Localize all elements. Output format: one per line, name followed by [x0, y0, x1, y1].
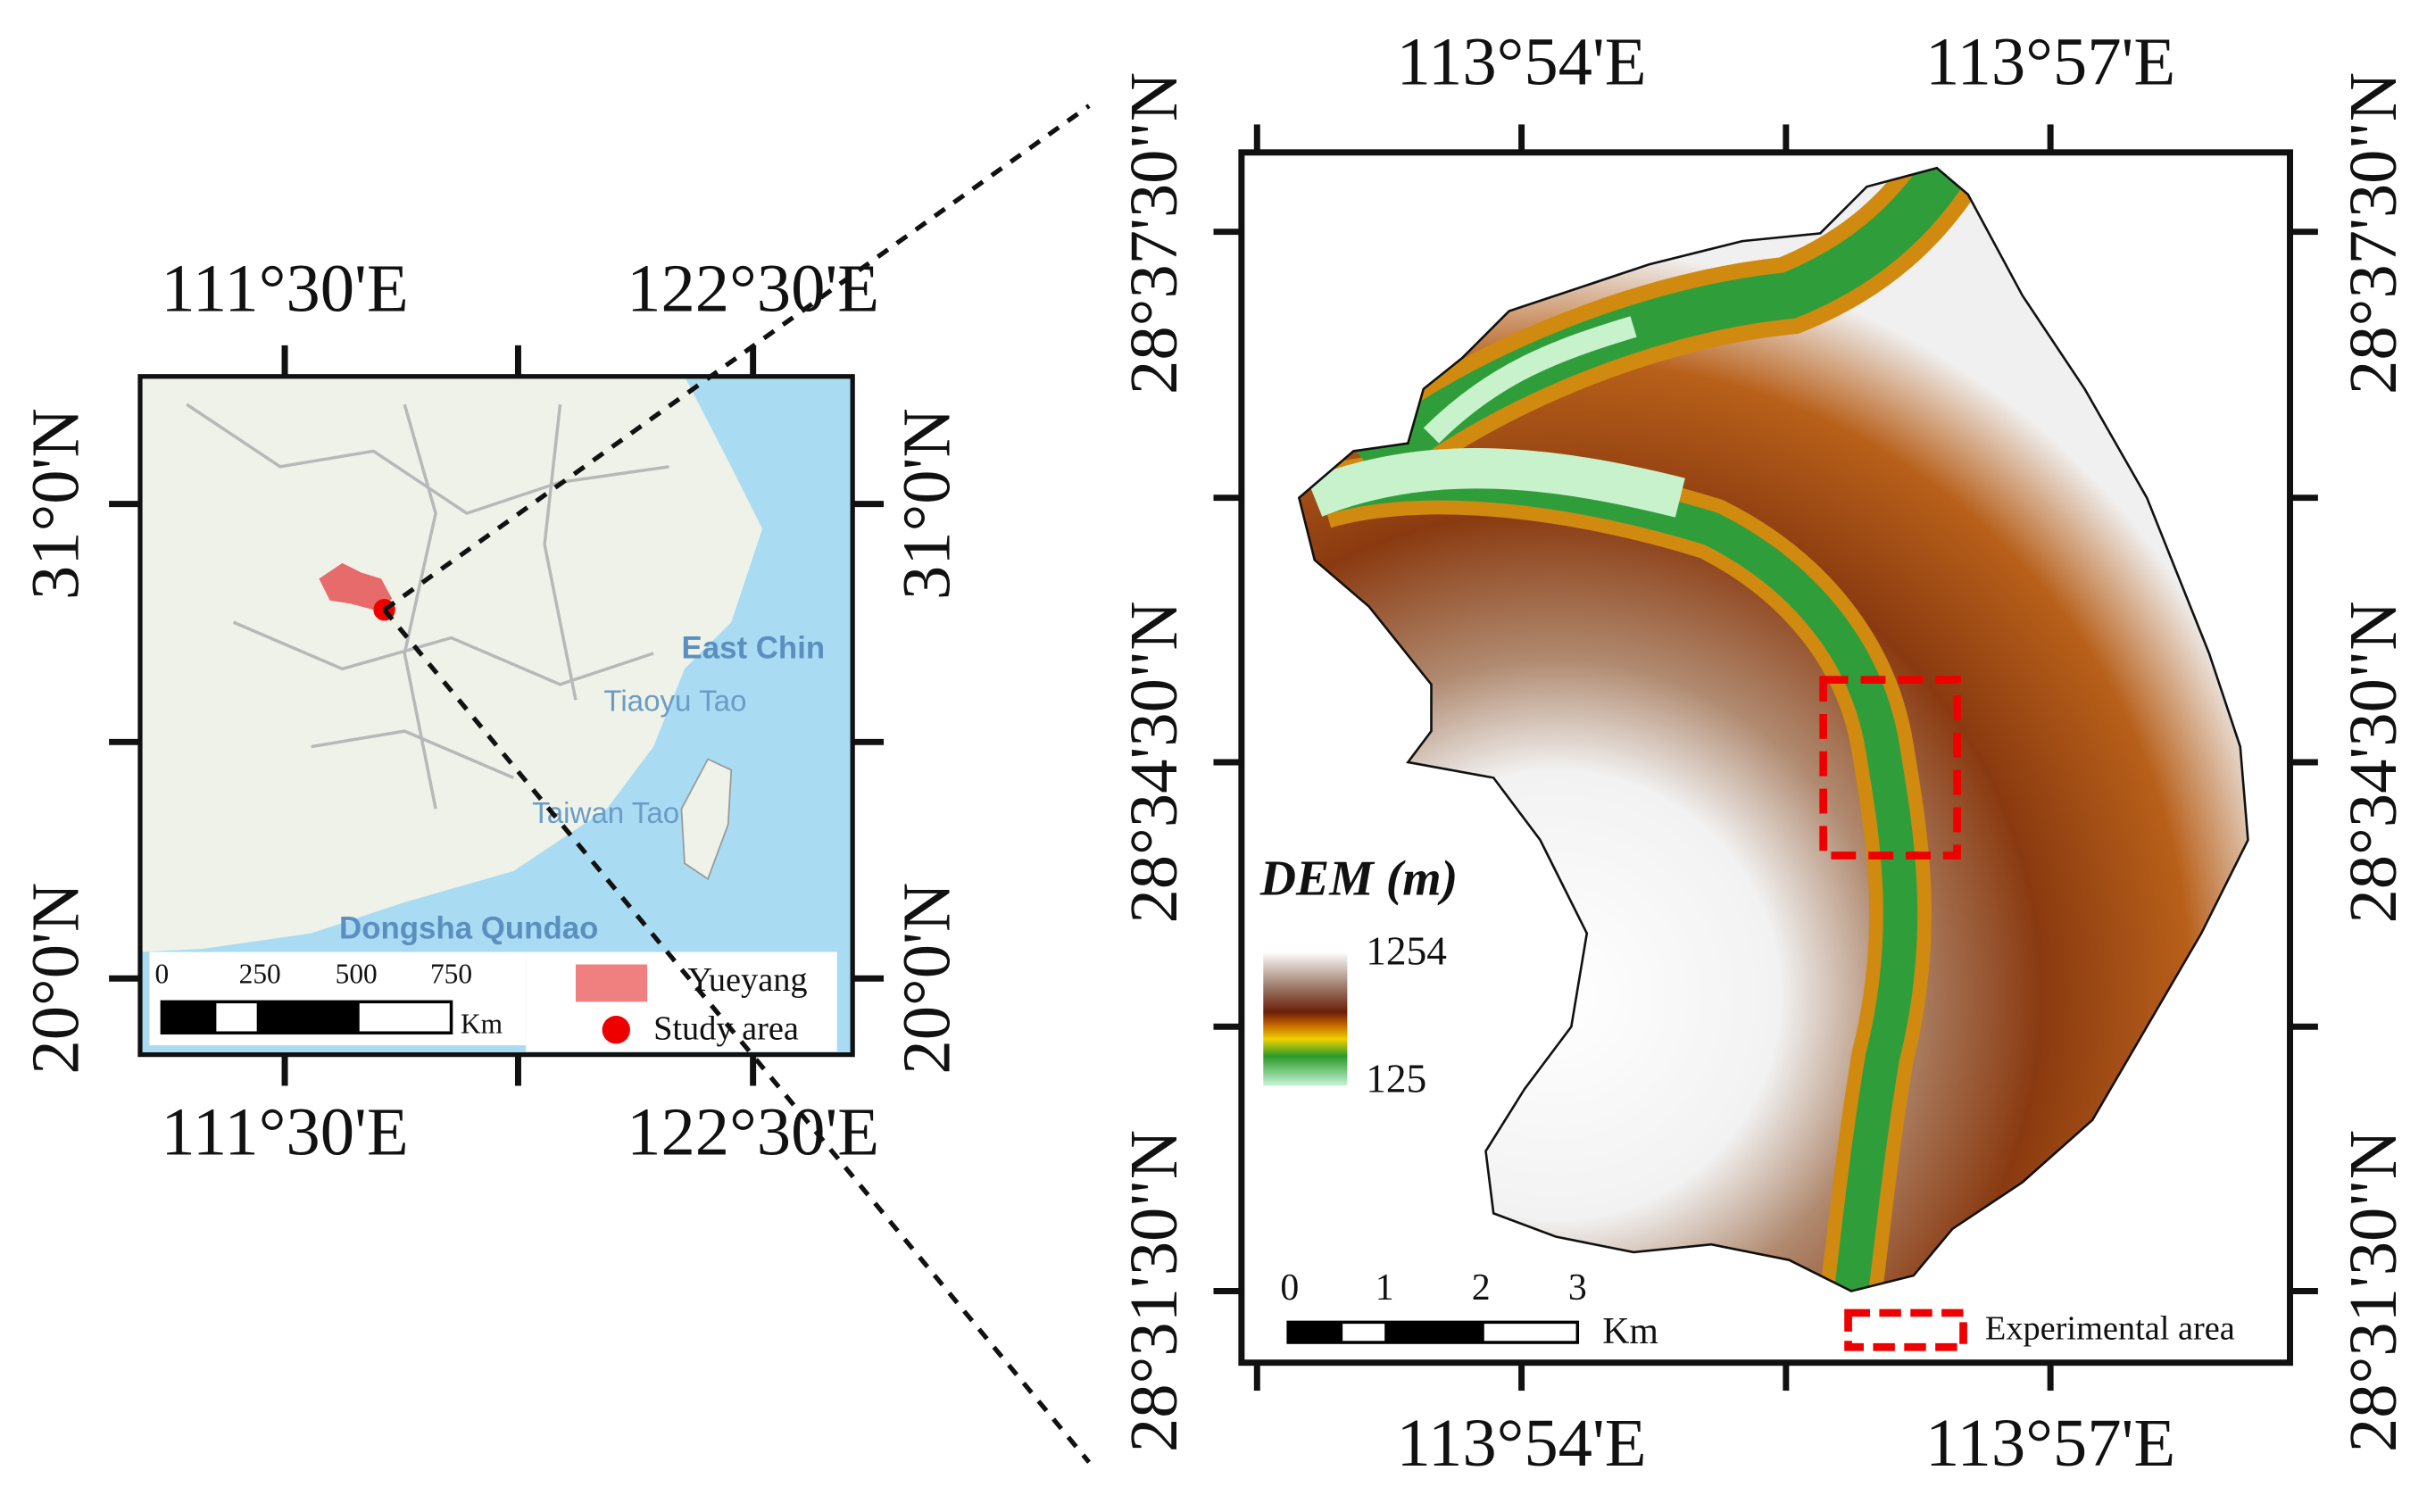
scale-seg — [256, 1001, 360, 1034]
legend-label: Experimental area — [1985, 1310, 2235, 1348]
lon-label: 111°30'E — [161, 251, 408, 327]
scale-tick: 250 — [239, 959, 281, 990]
lat-label: 28°37'30"N — [1116, 72, 1192, 395]
lat-label: 20°0'N — [17, 883, 93, 1075]
connector — [382, 608, 1092, 1464]
valley-floor — [1307, 448, 1685, 518]
place-label: Dongsha Qundao — [339, 910, 598, 945]
ticks — [1213, 124, 2318, 1392]
lon-label: 122°30'E — [627, 1093, 879, 1169]
frame — [137, 374, 855, 1058]
scale-seg — [1384, 1322, 1484, 1343]
legend-label: Study area — [653, 1009, 799, 1047]
lon-label: 122°30'E — [627, 251, 879, 327]
ticks — [109, 345, 885, 1086]
lat-label: 31°0'N — [888, 408, 964, 600]
place-label: Tiaoyu Tao — [603, 685, 746, 718]
legend-label: Yueyang — [687, 961, 807, 999]
scale-tick: 1 — [1376, 1267, 1394, 1308]
scale-tick: 2 — [1472, 1267, 1491, 1308]
legend: Experimental area — [1844, 1308, 2235, 1351]
place-label: East Chin — [681, 631, 825, 666]
scale-seg — [1288, 1322, 1343, 1343]
legend-title: DEM (m) — [1259, 852, 1458, 907]
scale-tick: 0 — [155, 959, 170, 990]
lat-label: 20°0'N — [888, 883, 964, 1075]
base-map: East Chin Tiaoyu Tao Taiwan Tao Dongsha … — [139, 376, 853, 1055]
legend-min: 125 — [1366, 1056, 1426, 1101]
legend: Yueyang Study area — [526, 951, 837, 1052]
lat-label: 28°34'30"N — [1116, 601, 1192, 923]
scale-tick: 0 — [1280, 1267, 1299, 1308]
scale-bar: 0 1 2 3 Km — [1280, 1267, 1658, 1352]
scale-seg — [162, 1001, 217, 1034]
lon-label: 113°57'E — [1925, 23, 2175, 99]
lat-label: 28°37'30"N — [2335, 72, 2411, 395]
valley-floor — [1423, 316, 1637, 444]
yueyang-region — [319, 562, 393, 611]
connector — [383, 104, 1091, 612]
lat-label: 31°0'N — [17, 408, 93, 600]
boundaries — [186, 403, 669, 810]
lon-label: 111°30'E — [161, 1093, 408, 1169]
lat-label: 28°34'30"N — [2335, 601, 2411, 923]
legend-max: 1254 — [1366, 928, 1447, 973]
place-label: Taiwan Tao — [532, 797, 679, 830]
scale-bar: 0 250 500 750 Km — [149, 951, 527, 1046]
experimental-area — [1819, 676, 1961, 860]
lon-label: 113°57'E — [1925, 1405, 2175, 1481]
lat-label: 28°31'30"N — [2335, 1130, 2411, 1452]
lat-label: 28°31'30"N — [1116, 1130, 1192, 1452]
legend-swatch — [602, 1016, 630, 1044]
scale-unit: Km — [1602, 1311, 1658, 1352]
legend-swatch — [575, 964, 648, 1002]
frame — [1238, 149, 2294, 1367]
lon-label: 113°54'E — [1396, 23, 1646, 99]
taiwan — [680, 758, 733, 881]
sea — [139, 376, 853, 1055]
color-ramp — [1263, 951, 1348, 1086]
scale-unit: Km — [461, 1008, 503, 1039]
lon-label: 113°54'E — [1396, 1405, 1646, 1481]
scale-tick: 500 — [336, 959, 378, 990]
legend-swatch — [1844, 1308, 1967, 1351]
scale-tick: 3 — [1568, 1267, 1587, 1308]
dem-legend: DEM (m) 1254 125 — [1259, 852, 1458, 1101]
scale-tick: 750 — [430, 959, 472, 990]
